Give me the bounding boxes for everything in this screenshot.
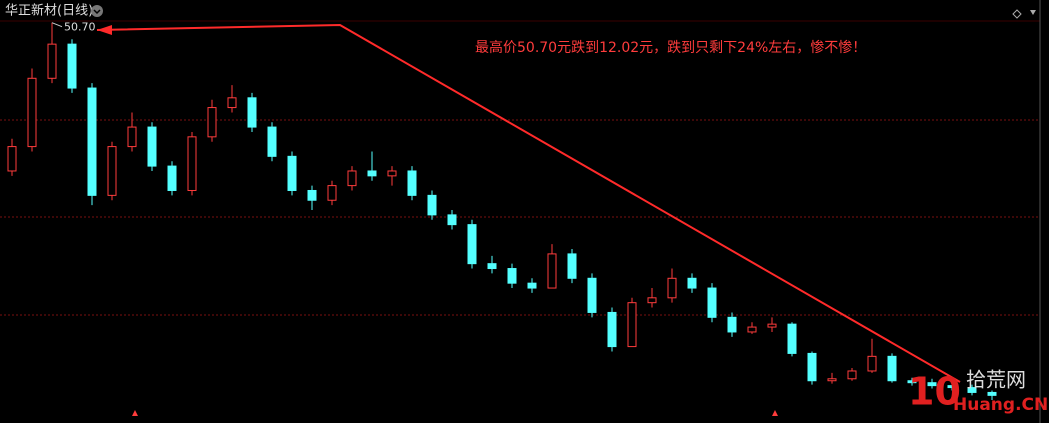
candle-body — [667, 277, 677, 299]
high-marker-line — [51, 22, 63, 28]
trend-arrow — [96, 23, 961, 383]
candle-body — [267, 126, 277, 157]
candle-body — [487, 263, 497, 270]
candle-body — [607, 311, 617, 348]
candle-body — [147, 126, 157, 167]
candle-body — [927, 382, 937, 387]
candle-body — [287, 155, 297, 191]
candle-body — [367, 170, 377, 177]
watermark-name: 拾荒网 — [966, 368, 1026, 392]
candle-body — [527, 282, 537, 289]
candle-body — [247, 97, 257, 128]
candle-body — [107, 146, 117, 196]
arrow-head — [97, 25, 112, 35]
candle-body — [307, 189, 317, 201]
candle-body — [507, 268, 517, 284]
grid — [0, 119, 1040, 316]
candle-body — [27, 77, 37, 148]
title-icon-arrow — [93, 9, 101, 15]
candle-body — [167, 165, 177, 191]
candle-body — [707, 287, 717, 318]
candle-body — [127, 126, 137, 148]
annotation: 最高价50.70元跌到12.02元，跌到只剩下24%左右，惨不惨！ — [475, 39, 866, 56]
candle-body — [587, 277, 597, 313]
candle-body — [47, 43, 57, 79]
candle-body — [687, 277, 697, 289]
chart-title: 华正新材(日线) — [5, 3, 93, 19]
plot: 50.70 — [7, 21, 997, 401]
candle-body — [627, 302, 637, 348]
candle-body — [727, 316, 737, 333]
candle-body — [827, 378, 837, 382]
candle-body — [747, 326, 757, 333]
candle-body — [387, 170, 397, 177]
candle-body — [347, 170, 357, 187]
candle-body — [547, 253, 557, 289]
title-icon[interactable] — [91, 5, 103, 17]
candle-body — [187, 136, 197, 191]
watermark-number: 10 — [908, 370, 961, 414]
candle-body — [7, 146, 17, 172]
candle-body — [967, 387, 977, 393]
watermark-site: Huang.CN — [953, 395, 1048, 415]
candle-body — [467, 224, 477, 265]
diamond-button[interactable] — [1012, 9, 1022, 19]
candle-body — [567, 253, 577, 279]
menu-button[interactable] — [1030, 10, 1036, 15]
candle-body — [847, 370, 857, 380]
candle-body — [907, 380, 917, 384]
high-marker-label: 50.70 — [64, 21, 96, 34]
candle-body — [227, 97, 237, 109]
candle-body — [787, 323, 797, 354]
candle-body — [447, 214, 457, 226]
candle-body — [647, 297, 657, 304]
candle-body — [887, 355, 897, 382]
candle-body — [67, 43, 77, 89]
candle-body — [767, 323, 777, 328]
candle-body — [947, 385, 957, 389]
candle-body — [807, 352, 817, 382]
candle-body — [207, 107, 217, 138]
candle-body — [327, 185, 337, 201]
candle-body — [427, 194, 437, 216]
candle-body — [867, 355, 877, 372]
candle-body — [407, 170, 417, 196]
candle-body — [87, 87, 97, 196]
candle-body — [987, 391, 997, 396]
